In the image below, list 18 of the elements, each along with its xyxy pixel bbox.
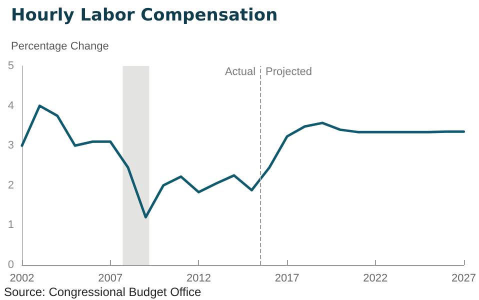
x-tick-label: 2017 xyxy=(274,272,300,284)
x-tick-label: 2007 xyxy=(98,272,123,284)
x-tick-label: 2002 xyxy=(10,272,34,284)
y-tick-label: 1 xyxy=(8,219,14,232)
y-tick-label: 0 xyxy=(8,259,14,271)
y-tick-label: 5 xyxy=(8,60,14,72)
y-axis-title: Percentage Change xyxy=(11,40,109,52)
line-series xyxy=(20,104,466,218)
x-tick-label: 2012 xyxy=(186,272,211,284)
x-tick-label: 2022 xyxy=(363,272,388,284)
source-note: Source: Congressional Budget Office xyxy=(4,285,202,299)
y-tick-label: 2 xyxy=(8,179,14,192)
x-tick-label: 2027 xyxy=(452,272,476,284)
annotation: Projected xyxy=(266,66,312,78)
chart-title: Hourly Labor Compensation xyxy=(11,6,278,26)
annotation: Actual xyxy=(224,66,256,78)
y-tick-label: 4 xyxy=(8,100,14,112)
y-tick-label: 3 xyxy=(8,140,14,152)
